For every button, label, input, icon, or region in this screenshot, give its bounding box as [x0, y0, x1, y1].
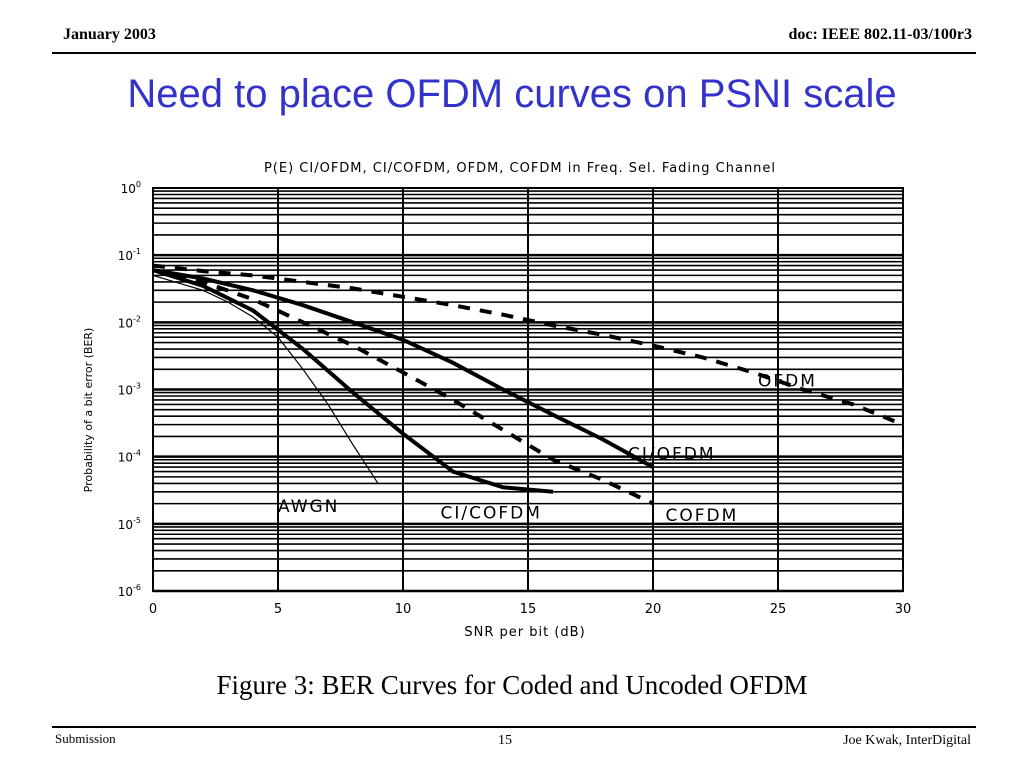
series-line-ci-ofdm — [152, 268, 654, 469]
series-line-awgn — [152, 274, 379, 484]
series-line-ci-cofdm — [152, 268, 554, 494]
footer-author: Joe Kwak, InterDigital — [843, 733, 971, 748]
slide-title: Need to place OFDM curves on PSNI scale — [127, 72, 897, 116]
y-tick-label: 10-4 — [118, 449, 141, 465]
x-tick-label: 25 — [770, 602, 787, 617]
y-tick-label: 10-1 — [118, 247, 141, 263]
x-tick-label: 20 — [645, 602, 662, 617]
x-tick-label: 30 — [895, 602, 912, 617]
curve-label: CI/OFDM — [628, 445, 716, 465]
ber-chart: P(E) CI/OFDM, CI/COFDM, OFDM, COFDM in F… — [82, 161, 912, 640]
footer-rule — [52, 726, 976, 728]
chart-title: P(E) CI/OFDM, CI/COFDM, OFDM, COFDM in F… — [264, 161, 776, 176]
y-tick-label: 10-2 — [118, 314, 141, 330]
footer-submission: Submission — [55, 731, 116, 746]
chart-ticks: 0 5 10 15 20 25 30 100 10-1 10-2 10-3 10-4 10-5 10-6 — [118, 180, 912, 617]
curve-label: AWGN — [278, 497, 339, 517]
chart-annotations: OFDM CI/OFDM COFDM CI/COFDM AWGN — [278, 372, 817, 526]
curve-label: OFDM — [758, 372, 817, 392]
x-tick-label: 15 — [520, 602, 537, 617]
x-axis-label: SNR per bit (dB) — [464, 625, 585, 640]
series-line-cofdm — [152, 268, 654, 506]
y-axis-label: Probability of a bit error (BER) — [82, 328, 95, 493]
chart-series — [152, 263, 904, 506]
footer-page-number: 15 — [498, 733, 512, 748]
curve-label: COFDM — [666, 506, 739, 526]
y-tick-label: 10-6 — [118, 583, 141, 599]
figure-caption: Figure 3: BER Curves for Coded and Uncod… — [216, 670, 808, 700]
chart-grid — [152, 187, 904, 593]
header-date: January 2003 — [63, 26, 156, 43]
curve-label: CI/COFDM — [441, 504, 542, 524]
series-line-ofdm — [152, 263, 904, 427]
y-tick-label: 100 — [121, 180, 141, 196]
header-doc-id: doc: IEEE 802.11-03/100r3 — [788, 26, 972, 43]
x-tick-label: 5 — [274, 602, 282, 617]
y-tick-label: 10-3 — [118, 382, 141, 398]
y-tick-label: 10-5 — [118, 516, 141, 532]
header-rule — [52, 52, 976, 54]
x-tick-label: 0 — [149, 602, 157, 617]
x-tick-label: 10 — [395, 602, 412, 617]
